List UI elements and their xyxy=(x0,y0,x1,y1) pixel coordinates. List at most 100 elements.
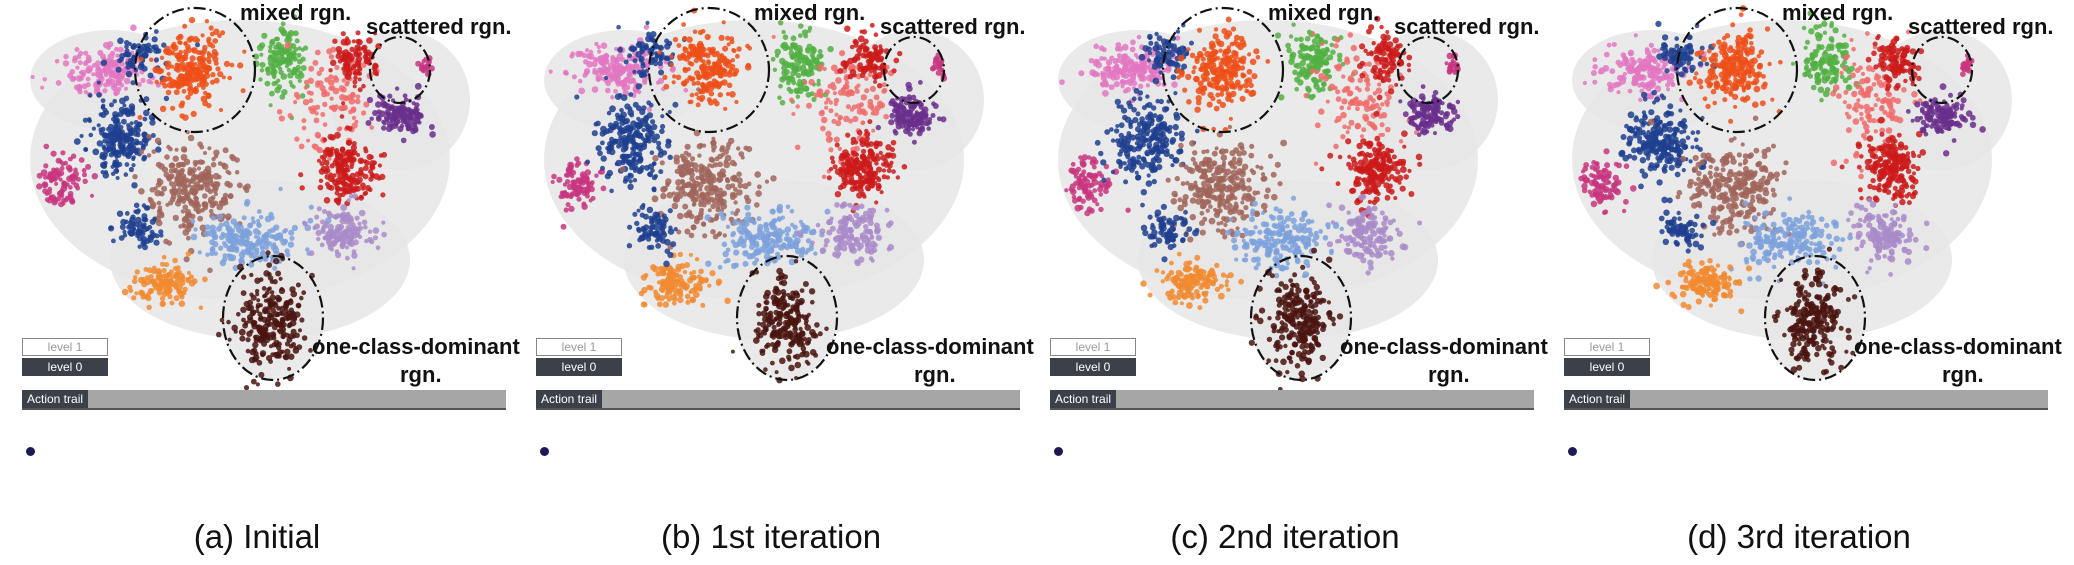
scatter-point xyxy=(844,168,851,175)
scatter-point xyxy=(187,61,193,67)
scatter-point xyxy=(694,215,701,222)
scatter-point xyxy=(291,224,298,231)
scatter-point xyxy=(770,56,776,62)
scatter-point xyxy=(69,75,76,82)
scatter-point xyxy=(903,127,910,135)
scatter-point xyxy=(687,181,692,187)
scatter-point xyxy=(621,154,626,159)
scatter-point xyxy=(584,48,590,53)
scatter-point xyxy=(789,208,795,214)
scatter-point xyxy=(813,92,820,98)
action-trail-node[interactable] xyxy=(26,447,35,456)
scatter-point xyxy=(638,290,645,297)
scatter-plot[interactable] xyxy=(514,0,1028,420)
scatter-point xyxy=(600,42,608,49)
scatter-point xyxy=(367,236,373,243)
scatter-point xyxy=(379,173,386,180)
scatter-point xyxy=(771,324,777,330)
scatter-point xyxy=(770,175,777,182)
scatter-point xyxy=(795,72,802,79)
scatter-point xyxy=(121,118,127,125)
scatter-point xyxy=(935,70,942,76)
scatter-point xyxy=(646,245,652,250)
scatter-point xyxy=(802,281,809,287)
scatter-point xyxy=(151,36,158,43)
scatter-point xyxy=(646,229,653,237)
scatter-point xyxy=(713,79,719,85)
scatter-point xyxy=(102,88,108,94)
level-1-button[interactable]: level 1 xyxy=(22,338,108,356)
scatter-point xyxy=(860,153,867,160)
scatter-point xyxy=(732,162,738,167)
scatter-point xyxy=(726,71,733,78)
scatter-point xyxy=(666,191,674,199)
scatter-point xyxy=(203,81,209,87)
scatter-point xyxy=(318,168,326,175)
scatter-point xyxy=(197,250,202,255)
scatter-point xyxy=(800,342,805,347)
scatter-point xyxy=(265,250,271,256)
scatter-point xyxy=(667,154,673,160)
scatter-point xyxy=(428,65,435,72)
scatter-point xyxy=(81,83,88,90)
level-0-button[interactable]: level 0 xyxy=(22,358,108,376)
scatter-point xyxy=(916,130,923,137)
scatter-point xyxy=(605,80,611,87)
scatter-point xyxy=(583,59,589,65)
scatter-point xyxy=(671,202,679,210)
scatter-point xyxy=(816,78,821,83)
dominant-region-label-2: rgn. xyxy=(914,362,956,387)
scatter-plot[interactable] xyxy=(1028,0,1542,420)
scatter-point xyxy=(141,213,148,220)
action-trail-node[interactable] xyxy=(540,447,549,456)
scatter-point xyxy=(776,216,782,222)
scatter-point xyxy=(42,77,47,82)
scatter-point xyxy=(118,235,125,241)
scatter-point xyxy=(648,285,654,291)
scatter-point xyxy=(201,201,208,208)
action-trail-bar[interactable]: Action trail xyxy=(22,390,506,410)
scatter-plot[interactable] xyxy=(0,0,514,420)
scatter-point xyxy=(112,114,117,119)
scatter-point xyxy=(658,295,665,302)
scatter-point xyxy=(624,144,629,150)
scatter-point xyxy=(862,210,869,217)
scatter-point xyxy=(149,119,156,126)
scatter-point xyxy=(570,169,577,176)
scatter-point xyxy=(684,228,691,235)
scatter-point xyxy=(192,188,199,195)
scatter-point xyxy=(777,332,784,340)
scatter-point xyxy=(824,105,829,110)
action-trail-bar[interactable]: Action trail xyxy=(536,390,1020,410)
scatter-point xyxy=(360,182,366,189)
scatter-point xyxy=(619,108,624,113)
scatter-point xyxy=(146,78,152,85)
scatter-point xyxy=(314,49,321,56)
scatter-point xyxy=(794,144,801,151)
scatter-point xyxy=(644,114,649,120)
scatter-point xyxy=(241,317,246,323)
scatter-point xyxy=(597,150,603,157)
scatter-point xyxy=(910,121,917,128)
scatter-point xyxy=(341,101,346,106)
scatter-point xyxy=(773,258,778,264)
scatter-point xyxy=(666,289,673,296)
scatter-point xyxy=(176,193,182,198)
scatter-point xyxy=(388,105,395,111)
scatter-point xyxy=(230,155,237,162)
scatter-point xyxy=(102,172,110,179)
level-1-button[interactable]: level 1 xyxy=(536,338,622,356)
scatter-point xyxy=(878,150,883,155)
scatter-point xyxy=(297,328,303,333)
scatter-point xyxy=(630,146,635,151)
scatter-point xyxy=(842,90,848,96)
scatter-point xyxy=(785,204,791,210)
scatter-point xyxy=(70,179,76,185)
scatter-point xyxy=(357,77,362,82)
level-0-button[interactable]: level 0 xyxy=(536,358,622,376)
scatter-point xyxy=(784,226,792,233)
scatter-point xyxy=(185,235,191,241)
scatter-point xyxy=(233,245,240,251)
scatter-point xyxy=(754,202,760,208)
scatter-point xyxy=(165,64,171,70)
